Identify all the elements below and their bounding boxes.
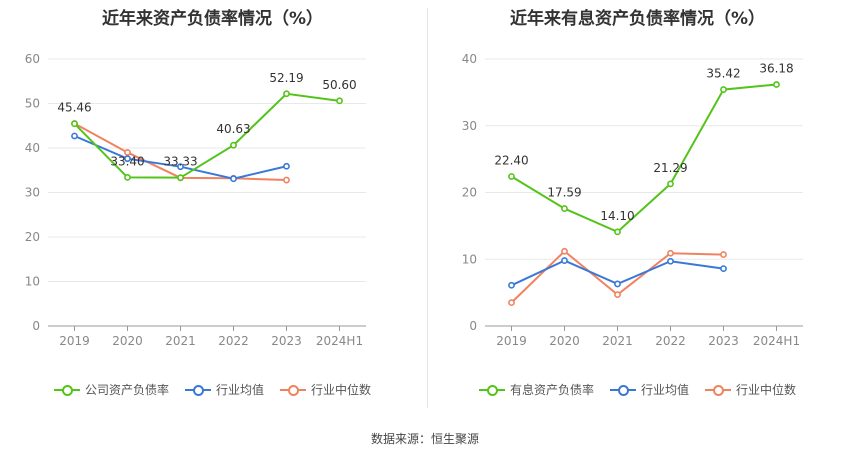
data-point	[720, 251, 727, 258]
chart-title-left: 近年来资产负债率情况（%）	[101, 9, 324, 29]
chart-panel-left: 近年来资产负债率情况（%） 0 10 20 30 40 50 60 2019 2020 2021 2…	[0, 0, 425, 420]
data-label: 50.60	[322, 78, 356, 92]
legend-label: 行业均值	[215, 383, 264, 397]
data-point	[177, 163, 184, 171]
series-line	[74, 122, 287, 182]
x-tick-label: 2023	[708, 334, 739, 348]
legend-item[interactable]: 有息资产负债率	[478, 381, 594, 398]
data-point	[561, 205, 568, 212]
data-point	[124, 155, 131, 163]
legend-swatch-icon	[53, 384, 80, 396]
data-label: 33.33	[163, 155, 197, 169]
data-point	[508, 299, 515, 307]
x-tick-label: 2019	[59, 334, 90, 348]
data-point	[177, 174, 184, 182]
data-label: 22.40	[494, 153, 528, 167]
y-tick-label: 40	[25, 141, 40, 155]
legend-label: 行业中位数	[311, 383, 372, 397]
data-point	[720, 265, 727, 272]
data-point	[283, 90, 290, 98]
data-label: 17.59	[547, 186, 581, 200]
legend-swatch-icon	[705, 384, 731, 396]
legend-item[interactable]: 行业均值	[609, 381, 689, 398]
data-point	[667, 249, 674, 257]
y-tick-label: 60	[25, 52, 40, 66]
data-label: 36.18	[759, 61, 793, 75]
x-tick-label: 2023	[271, 334, 302, 348]
x-tick-label: 2024H1	[316, 334, 363, 348]
data-point	[667, 257, 674, 265]
panel-divider	[427, 8, 428, 408]
data-point	[508, 173, 515, 180]
legend-label: 有息资产负债率	[509, 383, 594, 397]
chart-title-right: 近年来有息资产负债率情况（%）	[509, 9, 766, 29]
legend-swatch-icon	[280, 384, 306, 396]
line-chart-right: 0 10 20 30 40 2019 2020 2021 2022 2023 2024H1 22.40…	[462, 52, 803, 348]
data-point	[720, 86, 727, 93]
data-point	[561, 247, 568, 255]
series-line	[510, 83, 777, 234]
data-point	[71, 120, 78, 128]
data-point	[336, 97, 343, 105]
data-point	[773, 81, 780, 88]
y-tick-label: 30	[25, 186, 40, 200]
legend-left: 公司资产负债率 行业均值 行业中位数	[0, 381, 425, 398]
data-point	[667, 180, 674, 188]
legend-right: 有息资产负债率 行业均值 行业中位数	[425, 381, 850, 398]
data-label: 40.63	[216, 122, 250, 136]
y-tick-label: 0	[469, 319, 477, 333]
data-point	[508, 281, 515, 289]
data-point	[124, 149, 131, 156]
chart-panel-right: 近年来有息资产负债率情况（%） 0 10 20 30 40 2019 2020 2021 202…	[425, 0, 850, 420]
series-line	[73, 92, 340, 179]
y-tick-label: 40	[462, 52, 477, 66]
legend-swatch-icon	[184, 384, 211, 396]
legend-swatch-icon	[478, 384, 505, 396]
x-tick-label: 2021	[602, 334, 633, 348]
data-label: 45.46	[57, 101, 91, 115]
x-tick-label: 2022	[655, 334, 686, 348]
legend-swatch-icon	[609, 384, 636, 396]
data-label: 21.29	[653, 161, 687, 175]
y-tick-label: 50	[25, 97, 40, 111]
data-label: 33.40	[110, 154, 144, 168]
y-tick-label: 30	[462, 119, 477, 133]
data-point	[283, 176, 290, 184]
y-tick-label: 10	[462, 252, 477, 266]
data-label: 35.42	[706, 67, 740, 81]
legend-label: 行业均值	[640, 383, 689, 397]
legend-label: 公司资产负债率	[84, 383, 169, 397]
data-point	[561, 257, 568, 264]
x-tick-label: 2020	[112, 334, 143, 348]
data-label: 14.10	[600, 209, 634, 223]
x-tick-label: 2022	[218, 334, 249, 348]
data-point	[614, 291, 621, 299]
x-tick-label: 2019	[496, 334, 527, 348]
data-point	[124, 173, 131, 181]
y-tick-label: 20	[462, 186, 477, 200]
data-point	[230, 141, 237, 149]
data-point	[71, 132, 78, 140]
legend-item[interactable]: 行业均值	[184, 381, 264, 398]
legend-item[interactable]: 行业中位数	[280, 381, 371, 398]
x-tick-label: 2024H1	[753, 334, 800, 348]
legend-item[interactable]: 公司资产负债率	[53, 381, 169, 398]
x-tick-label: 2021	[165, 334, 196, 348]
y-tick-label: 0	[32, 319, 40, 333]
data-source-note: 数据来源：恒生聚源	[370, 432, 479, 446]
data-point	[614, 228, 621, 236]
legend-item[interactable]: 行业中位数	[705, 381, 796, 398]
legend-label: 行业中位数	[736, 383, 797, 397]
y-tick-label: 20	[25, 230, 40, 244]
data-point	[283, 162, 290, 170]
x-tick-label: 2020	[549, 334, 580, 348]
y-tick-label: 10	[25, 275, 40, 289]
line-chart-left: 0 10 20 30 40 50 60 2019 2020 2021 2022 2023 2024H1 4…	[25, 52, 366, 348]
data-point	[230, 175, 237, 183]
data-label: 52.19	[269, 71, 303, 85]
data-point	[614, 280, 621, 288]
